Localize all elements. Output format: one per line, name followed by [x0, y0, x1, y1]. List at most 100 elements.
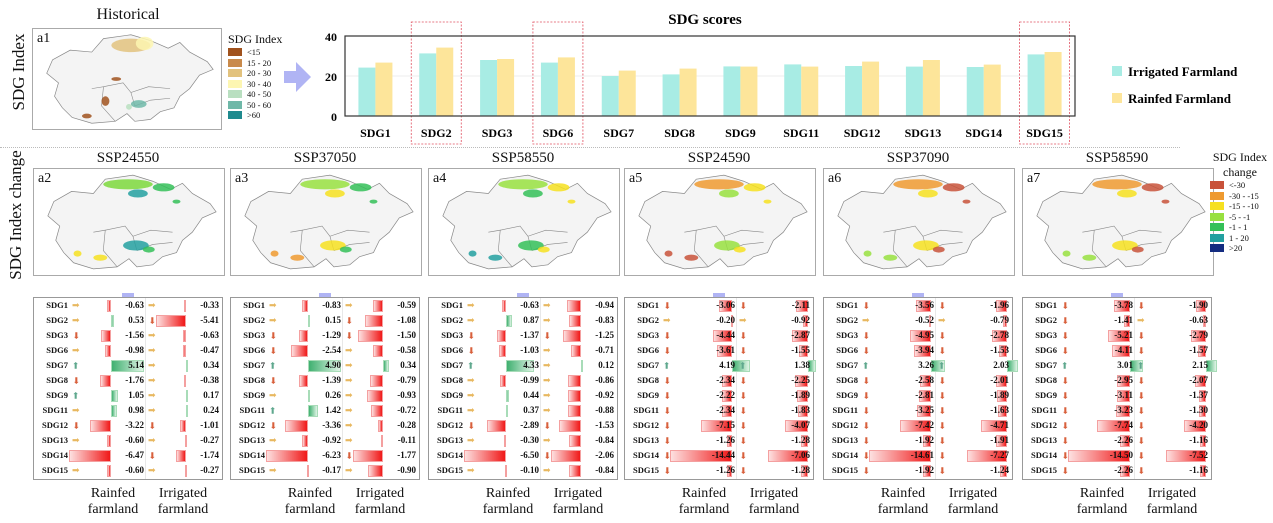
irrigated-value: -0.27 — [200, 435, 219, 445]
irrigated-value: -0.86 — [595, 375, 614, 385]
right-arrow-icon: ➡ — [345, 375, 353, 385]
legend-label: 40 - 50 — [247, 89, 272, 100]
sdg-label: SDG3 — [46, 330, 68, 340]
up-arrow-icon: ➡ — [737, 361, 748, 370]
rainfed-bar — [506, 359, 534, 372]
table-row: SDG9 ➡ -3.11 ➡ -1.37 — [1023, 388, 1211, 403]
sdg-label: SDG6 — [1035, 345, 1057, 355]
irrigated-bar — [186, 404, 188, 417]
rainfed-bar — [285, 419, 308, 432]
rainfed-bar — [111, 359, 145, 372]
down-arrow-icon: ➡ — [1060, 331, 1071, 340]
irrigated-value: -1.28 — [791, 465, 810, 475]
map-patch — [913, 240, 939, 251]
legend-label: -5 - -1 — [1229, 211, 1251, 222]
sdg-label: SDG2 — [637, 315, 659, 325]
irrigated-value: 0.34 — [203, 360, 219, 370]
down-arrow-icon: ➡ — [738, 376, 749, 385]
arrow-right-icon — [284, 62, 311, 92]
irrigated-bar — [796, 299, 808, 312]
irrigated-bar — [373, 344, 383, 357]
label-line: farmland — [947, 502, 999, 517]
table-row: SDG1 ➡ -0.63 ➡ -0.94 — [429, 298, 617, 313]
table-row: SDG3 ➡ -1.56 ➡ -0.63 — [34, 328, 222, 343]
sdg-label: SDG1 — [836, 300, 858, 310]
table-row: SDG7 ➡ 4.90 ➡ 0.34 — [231, 358, 419, 373]
label-line: Irrigated — [948, 486, 998, 501]
irrigated-bar — [1198, 389, 1206, 402]
irrigated-bar — [1202, 314, 1206, 327]
table-row: SDG13 ➡ -0.30 ➡ -0.84 — [429, 433, 617, 448]
rainfed-bar — [306, 464, 309, 477]
rainfed-value: -0.83 — [322, 300, 341, 310]
rainfed-column-label: Rainfed farmland — [1062, 486, 1142, 518]
right-arrow-icon: ➡ — [663, 315, 671, 325]
central-asia-map — [1036, 174, 1206, 270]
rainfed-bar — [107, 464, 111, 477]
table-row: SDG14 ➡ -14.50 ➡ -7.52 — [1023, 448, 1211, 463]
table-row: SDG9 ➡ -2.22 ➡ -1.89 — [625, 388, 813, 403]
legend-label: 1 - 20 — [1229, 232, 1249, 243]
irrigated-value: -0.47 — [200, 345, 219, 355]
irrigated-value: -1.24 — [990, 465, 1009, 475]
irrigated-value: -1.28 — [791, 435, 810, 445]
label-line: Irrigated — [1147, 486, 1197, 501]
map-patch — [684, 254, 699, 261]
down-arrow-icon: ➡ — [662, 421, 673, 430]
bar-SDG3-rainfed — [497, 59, 515, 116]
label-line: Irrigated — [158, 486, 208, 501]
down-arrow-icon: ➡ — [1136, 346, 1147, 355]
down-arrow-icon: ➡ — [662, 406, 673, 415]
rainfed-bar — [701, 419, 732, 432]
legend-item: 1 - 20 — [1210, 233, 1270, 244]
map-patch — [300, 179, 350, 190]
table-row: SDG14➡-6.50➡-2.06 — [429, 448, 617, 463]
irrigated-value: -0.28 — [397, 420, 416, 430]
irrigated-bar — [797, 389, 808, 402]
label-line: farmland — [284, 502, 336, 517]
irrigated-bar — [567, 389, 581, 402]
legend-item: 30 - 40 — [228, 79, 282, 90]
table-row: SDG14➡-6.47➡-1.74 — [34, 448, 222, 463]
column-divider — [540, 298, 541, 479]
map-patch — [567, 199, 576, 204]
irrigated-value: -0.63 — [1189, 315, 1208, 325]
irrigated-value: -4.20 — [1189, 420, 1208, 430]
rainfed-value: 4.90 — [325, 360, 341, 370]
right-arrow-icon: ➡ — [148, 465, 156, 475]
rainfed-value: 0.37 — [523, 405, 539, 415]
table-row: SDG7 ➡ 3.01 ➡ 2.15 — [1023, 358, 1218, 373]
table-row: SDG8 ➡ -1.39 ➡ -0.79 — [231, 373, 419, 388]
down-arrow-icon: ➡ — [738, 451, 749, 460]
irrigated-bar — [367, 389, 383, 402]
rainfed-bar — [111, 314, 115, 327]
rainfed-value: -0.98 — [125, 345, 144, 355]
irrigated-bar — [1002, 314, 1007, 327]
rainfed-value: -1.41 — [1114, 315, 1133, 325]
label-line: Rainfed — [1079, 486, 1125, 501]
irrigated-bar — [1199, 434, 1206, 447]
right-arrow-icon: ➡ — [862, 315, 870, 325]
rainfed-value: -3.25 — [915, 405, 934, 415]
rainfed-column-label: Rainfed farmland — [863, 486, 943, 518]
map-patch — [130, 100, 147, 108]
x-tick-label: SDG7 — [603, 126, 634, 140]
rainfed-value: -0.63 — [520, 300, 539, 310]
irrigated-value: 1.38 — [794, 360, 810, 370]
irrigated-value: -1.08 — [397, 315, 416, 325]
bar-SDG11-irrigated — [784, 64, 802, 116]
rainfed-value: -6.47 — [125, 450, 144, 460]
map-patch — [918, 189, 938, 198]
irrigated-bar — [551, 449, 581, 462]
label-line: farmland — [482, 502, 534, 517]
rainfed-bar — [726, 434, 732, 447]
right-arrow-icon: ➡ — [148, 390, 156, 400]
legend-label: 30 - 40 — [247, 78, 272, 89]
x-tick-label: SDG2 — [421, 126, 452, 140]
down-arrow-icon: ➡ — [861, 436, 872, 445]
table-row: SDG6 ➡ -4.11 ➡ -1.57 — [1023, 343, 1211, 358]
rainfed-value: -2.34 — [716, 405, 735, 415]
table-row: SDG9 ➡ 0.44 ➡ -0.92 — [429, 388, 617, 403]
irrigated-value: -0.11 — [397, 435, 416, 445]
down-arrow-icon: ➡ — [1060, 406, 1071, 415]
